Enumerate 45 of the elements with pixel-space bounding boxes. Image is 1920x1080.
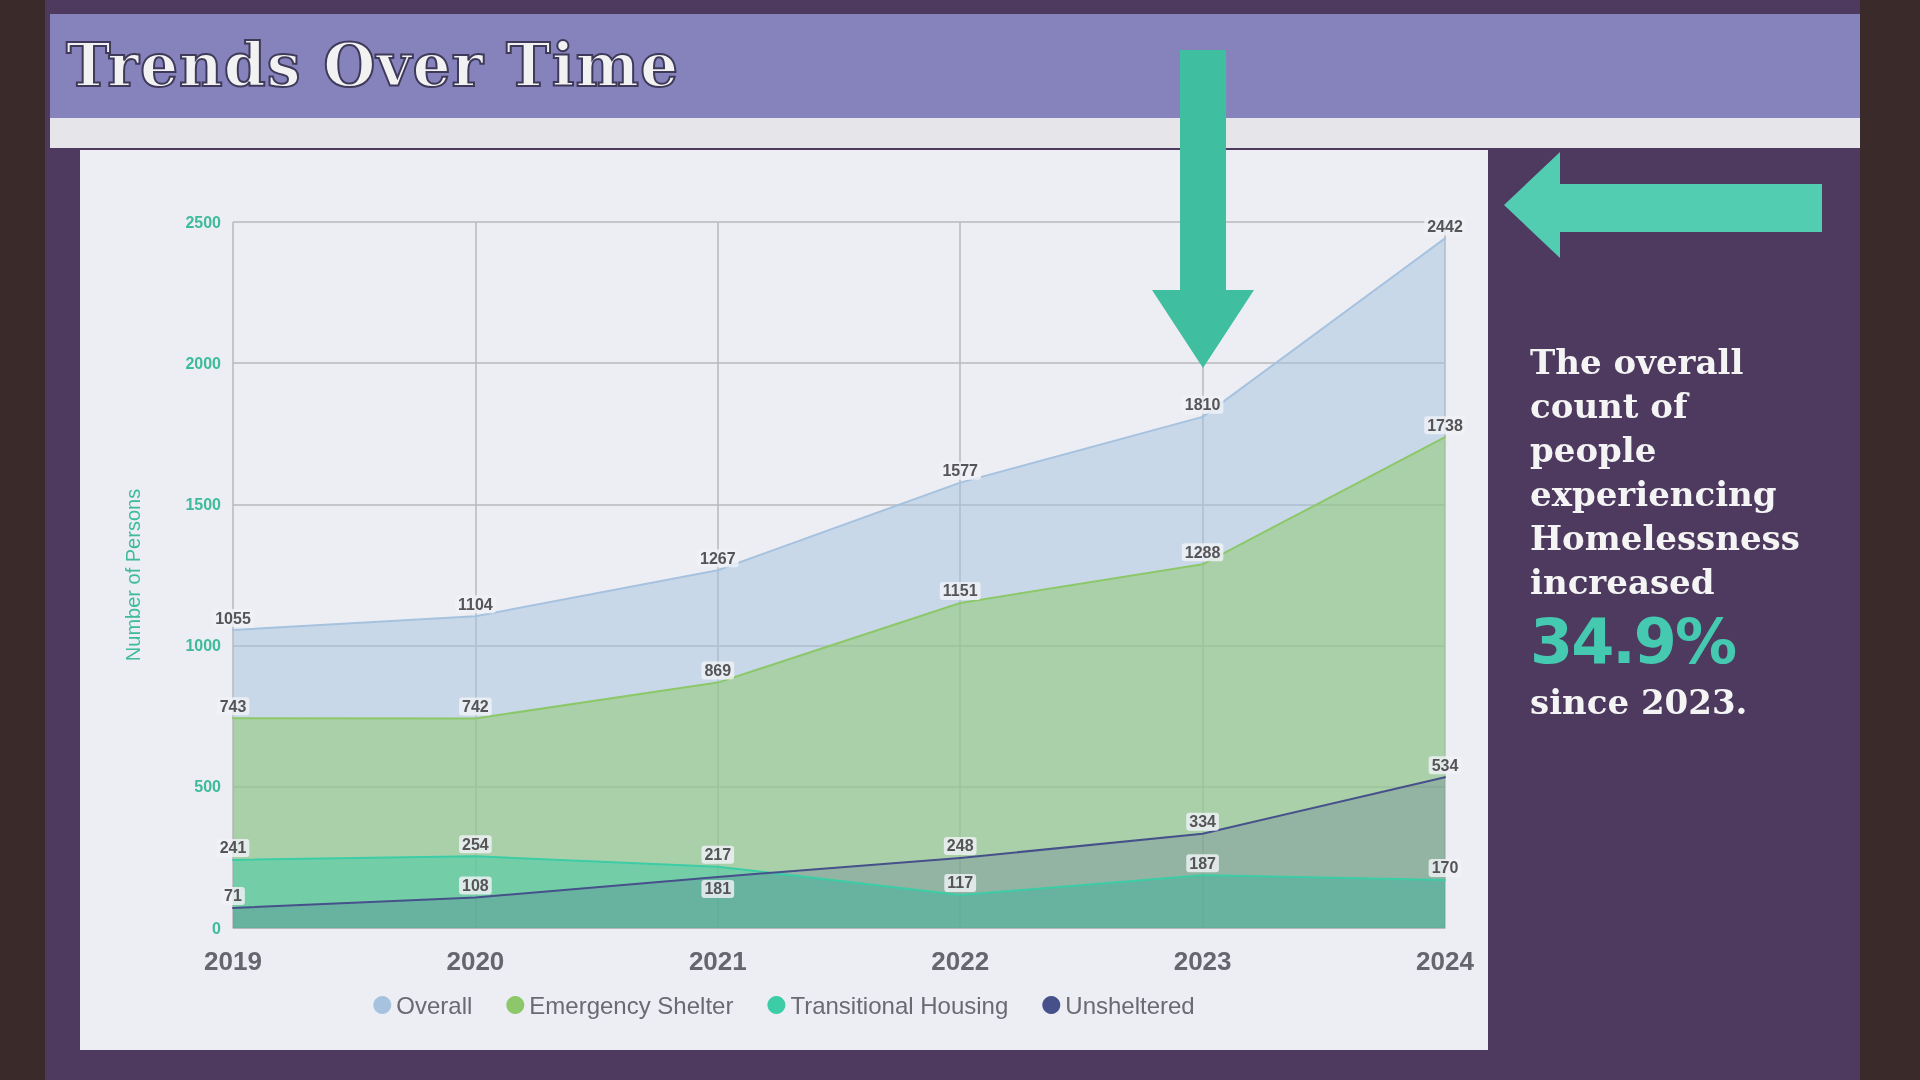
y-axis-title: Number of Persons [122, 488, 144, 662]
data-label: 181 [704, 880, 732, 898]
data-label: 217 [704, 846, 732, 864]
data-label: 254 [462, 835, 489, 853]
legend-label: Overall [396, 991, 473, 1019]
text: The overall count of people experiencing Homelessness increased [1530, 341, 1801, 604]
data-label: 241 [219, 839, 247, 857]
data-label: 1151 [942, 582, 978, 600]
x-tick-label: 2024 [1416, 946, 1475, 976]
data-label: 1104 [458, 595, 493, 613]
data-label: 743 [219, 697, 247, 715]
data-label: 1577 [942, 462, 979, 480]
data-label: 534 [1431, 756, 1459, 774]
data-label: 117 [947, 874, 974, 892]
data-label: 170 [1431, 859, 1459, 877]
data-label: 187 [1189, 854, 1217, 872]
data-label: 1288 [1184, 543, 1221, 561]
y-tick-label: 2500 [185, 213, 222, 231]
data-label: 334 [1189, 813, 1217, 831]
data-label: 2442 [1427, 217, 1463, 235]
data-label: 248 [946, 837, 974, 855]
x-tick-label: 2019 [204, 946, 262, 976]
data-label: 108 [462, 877, 489, 894]
x-tick-label: 2021 [688, 946, 747, 976]
y-tick-label: 1000 [185, 637, 222, 655]
text: 34.9% [1530, 604, 1737, 680]
y-tick-label: 0 [212, 919, 222, 937]
legend-label: Transitional Housing [790, 991, 1009, 1019]
y-tick-label: 500 [194, 778, 222, 796]
legend-label: Unsheltered [1065, 991, 1195, 1019]
text: since 2023. [1530, 681, 1749, 724]
chart-title: Trends Over Time [66, 30, 680, 100]
y-tick-label: 2000 [185, 354, 222, 372]
data-label: 1055 [215, 609, 251, 627]
data-label: 1810 [1184, 396, 1221, 414]
data-label: 1738 [1427, 416, 1463, 434]
data-label: 71 [224, 887, 242, 905]
x-tick-label: 2022 [931, 946, 990, 976]
x-tick-label: 2023 [1173, 946, 1232, 976]
data-label: 742 [462, 697, 489, 715]
data-label: 1267 [700, 549, 736, 567]
x-tick-label: 2020 [446, 946, 505, 976]
legend-label: Emergency Shelter [529, 991, 734, 1019]
y-tick-label: 1500 [185, 495, 222, 513]
data-label: 869 [704, 662, 732, 680]
